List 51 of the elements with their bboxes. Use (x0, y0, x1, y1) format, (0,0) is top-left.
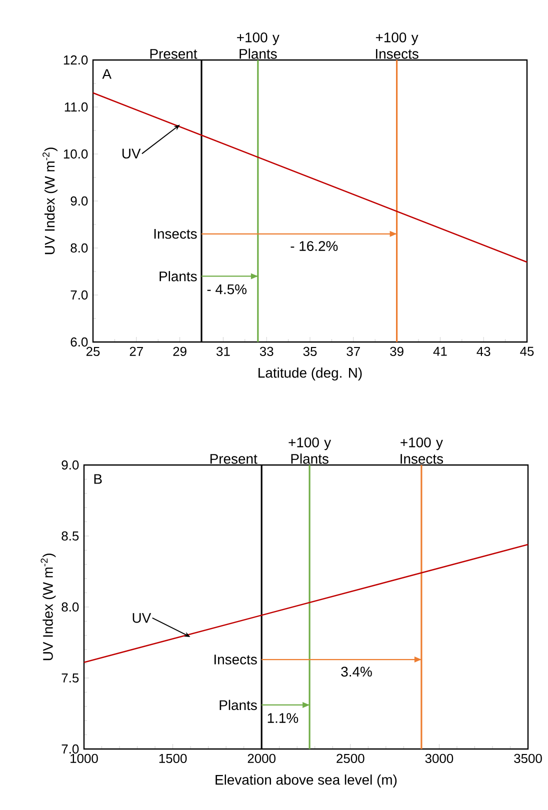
y-tick-label: 7.0 (62, 744, 79, 754)
annotation: UV (132, 613, 152, 623)
x-tick-label: 37 (346, 346, 360, 356)
y-tick-label: 8.0 (70, 243, 88, 253)
ref-line-label: +100 y Plants (288, 437, 332, 464)
annotation: UV (122, 148, 141, 159)
ref-line-label: +100 y Plants (237, 32, 280, 59)
x-tick-label: 35 (303, 346, 317, 356)
x-tick-label: 43 (476, 346, 490, 356)
y-tick-label: 6.0 (70, 337, 88, 347)
x-tick-label: 29 (173, 346, 186, 356)
annotation: 3.4% (341, 666, 372, 677)
x-tick-label: 45 (520, 346, 534, 356)
ref-line-label: Present (150, 49, 198, 59)
y-tick-label: 8.0 (62, 602, 79, 612)
x-tick-label: 3500 (514, 754, 542, 764)
y-tick-label: 7.0 (70, 290, 88, 300)
series-label: Plants (160, 271, 197, 282)
series-label: Insects (214, 654, 257, 664)
y-tick-label: 9.0 (62, 460, 79, 470)
annotation: - 16.2% (290, 241, 338, 251)
x-tick-label: 39 (390, 346, 404, 356)
annotation: A (102, 69, 112, 79)
x-tick-label: 1500 (159, 754, 187, 764)
x-tick-label: 2500 (336, 754, 364, 764)
y-tick-label: 9.0 (70, 196, 88, 206)
ref-line-label: +100 y Insects (400, 437, 444, 464)
x-tick-label: 33 (260, 346, 274, 356)
annotation: B (94, 474, 102, 484)
y-tick-label: 7.5 (62, 673, 79, 683)
y-axis-title: UV Index (W m$^{-2}$) (40, 554, 56, 660)
x-tick-label: 25 (86, 346, 100, 356)
ref-line-label: +100 y Insects (376, 32, 418, 59)
x-tick-label: 27 (130, 346, 143, 356)
x-tick-label: 41 (433, 346, 447, 356)
annotation: - 4.5% (207, 284, 247, 294)
series-label: Insects (154, 229, 197, 239)
x-tick-label: 3000 (425, 754, 454, 764)
x-axis-title: Latitude (deg. N) (258, 368, 362, 381)
y-tick-label: 10.0 (64, 149, 88, 159)
y-tick-label: 11.0 (64, 102, 88, 112)
ref-line-label: Present (210, 454, 258, 464)
annotation: 1.1% (268, 713, 298, 723)
x-tick-label: 31 (216, 346, 230, 356)
series-label: Plants (220, 700, 257, 710)
y-tick-label: 8.5 (62, 531, 79, 541)
y-axis-title: UV Index (W m$^{-2}$) (42, 148, 58, 254)
x-tick-label: 1000 (70, 754, 98, 764)
y-tick-label: 12.0 (64, 55, 88, 65)
x-tick-label: 2000 (248, 754, 276, 764)
x-axis-title: Elevation above sea level (m) (216, 774, 397, 788)
